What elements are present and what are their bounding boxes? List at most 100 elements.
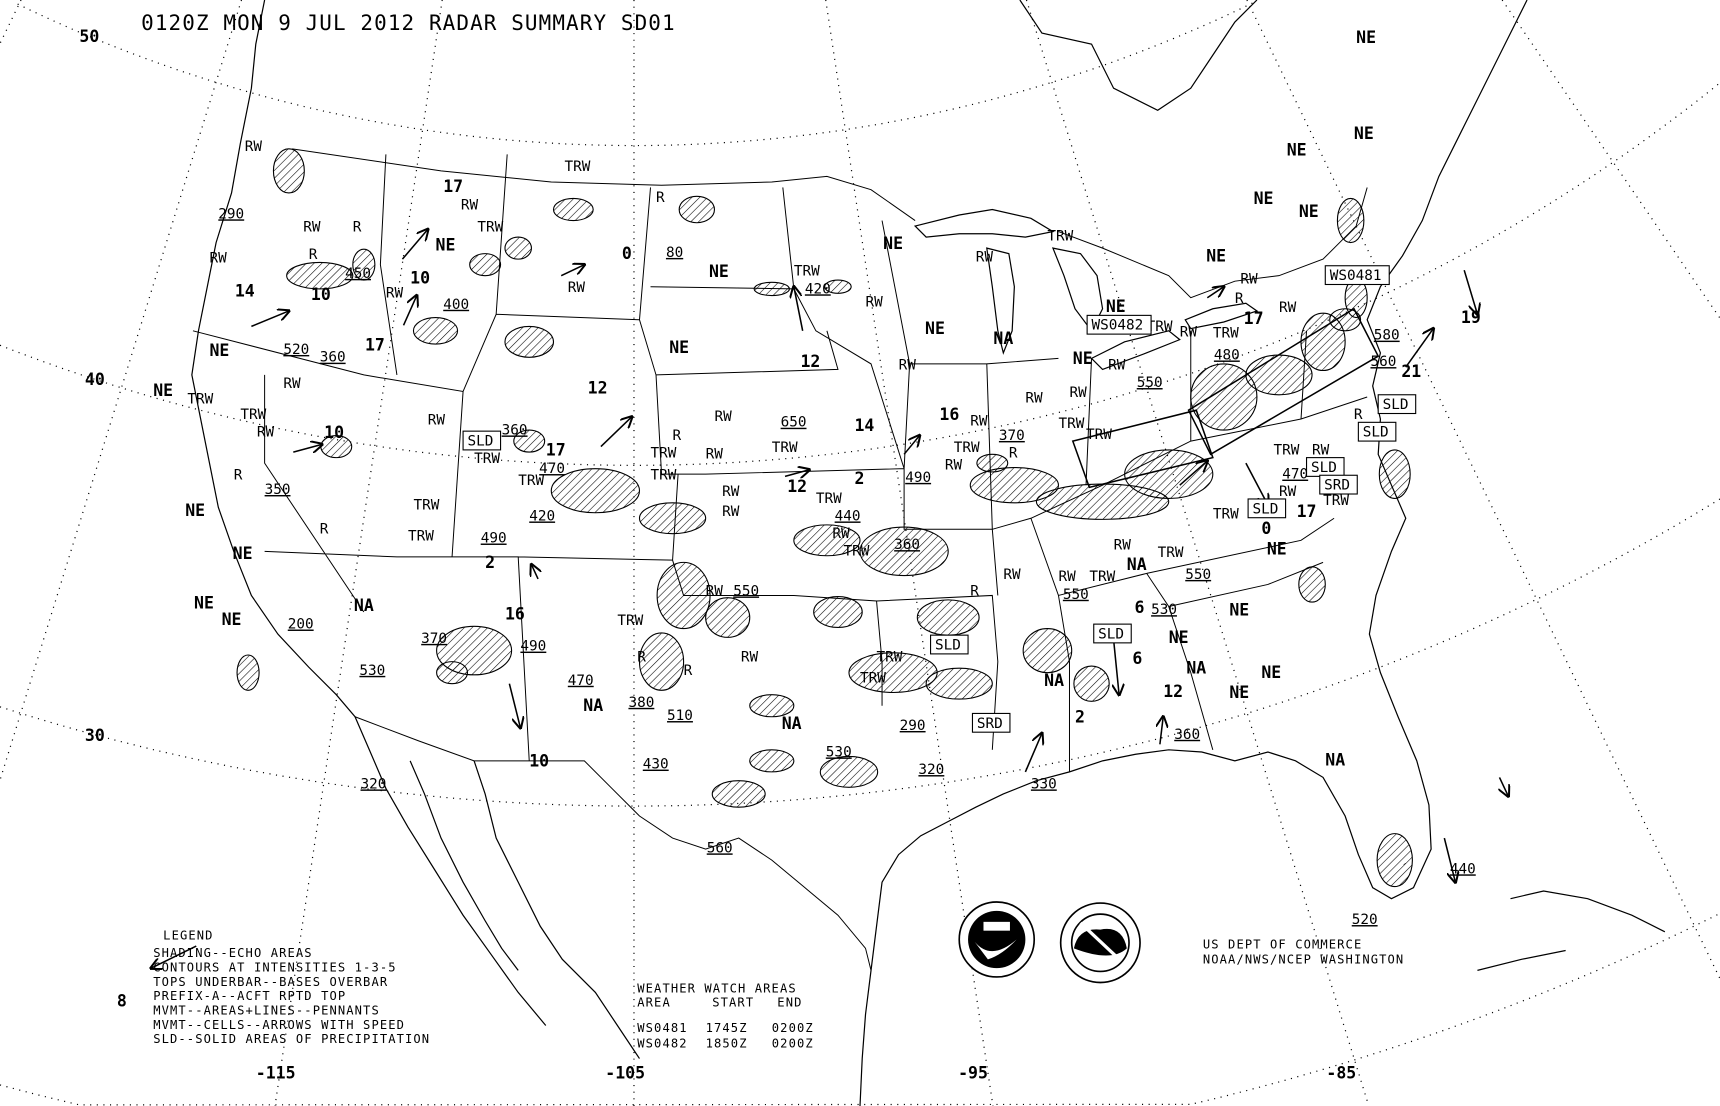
precip-label-group: TRW — [1089, 569, 1115, 585]
coverage-label: NA — [782, 714, 802, 733]
coverage-label: NE — [669, 338, 689, 357]
echo-area — [412, 317, 459, 345]
precip-label: TRW — [816, 491, 842, 507]
coverage-label-group: NE — [222, 610, 242, 629]
coverage-label-group: NE — [669, 338, 689, 357]
precip-label-group: TRW — [240, 407, 266, 423]
cell-speed-label-group: 2 — [854, 469, 864, 488]
echo-area — [1329, 308, 1362, 332]
echo-top-label-group: 560 — [707, 840, 733, 856]
cell-speed-label-group: 0 — [1261, 519, 1271, 538]
cell-speed-label: 0 — [1261, 519, 1271, 538]
echo-area — [1298, 566, 1326, 603]
precip-label: R — [1235, 291, 1244, 307]
solid-area-label: SLD — [1253, 501, 1279, 517]
solid-area-label-frame — [1247, 498, 1287, 519]
canada-border — [292, 148, 1368, 299]
echo-top-label-group: 430 — [643, 757, 669, 773]
precip-label: RW — [706, 447, 724, 463]
cell-speed-label-group: 10 — [529, 751, 549, 770]
echo-top-label: 480 — [1214, 347, 1240, 363]
echo-area — [504, 325, 555, 358]
watch-row-area: WS0482 — [637, 1037, 687, 1051]
precip-label-group: RW — [832, 526, 850, 542]
coverage-label-group: NE — [1261, 663, 1281, 682]
coverage-label: NA — [1127, 555, 1147, 574]
watch-box-label: WS0482 — [1092, 318, 1144, 334]
watch-box-label-group: WS0481 — [1324, 265, 1390, 286]
cell-speed-label: 2 — [485, 553, 495, 572]
echo-area — [859, 526, 949, 577]
precip-label: TRW — [1047, 228, 1073, 244]
solid-area-label: SLD — [1383, 397, 1409, 413]
coverage-label-group: NE — [1229, 600, 1249, 619]
coverage-label-group: NA — [993, 329, 1013, 348]
cell-speed-label-group: 17 — [443, 177, 463, 196]
cell-speed-label-group: 16 — [505, 605, 525, 624]
echo-top-label-group: 440 — [835, 508, 861, 524]
coverage-label-group: NE — [1073, 349, 1093, 368]
precip-label: TRW — [1158, 545, 1184, 561]
precip-label: RW — [1058, 569, 1076, 585]
movement-arrow — [903, 436, 919, 455]
precip-label: RW — [970, 414, 988, 430]
precip-label: RW — [1312, 442, 1330, 458]
precip-label: R — [353, 220, 362, 236]
precip-label-group: TRW — [794, 264, 820, 280]
watch-row-start: 1745Z — [706, 1021, 748, 1035]
cell-speed-label-group: 12 — [787, 477, 807, 496]
coverage-label: NE — [1229, 683, 1249, 702]
cell-speed-label: 19 — [1461, 308, 1481, 327]
map-labels: NE NE NE NE NE NE NE NE NE NE NE NE NE NE NE NE NE NE NE NE… — [153, 28, 1481, 928]
precip-label-group: RW — [1240, 271, 1258, 287]
echo-area — [753, 281, 790, 297]
precip-label: RW — [245, 139, 263, 155]
precip-label-group: RW — [1180, 324, 1198, 340]
precip-label: RW — [1114, 537, 1132, 553]
longitude-line — [0, 0, 243, 781]
echo-area — [638, 632, 685, 691]
precip-label: RW — [386, 286, 404, 302]
echo-area — [1124, 449, 1214, 499]
echo-top-label-group: 580 — [1374, 328, 1400, 344]
echo-top-label: 370 — [421, 631, 447, 647]
echo-area — [550, 468, 641, 514]
solid-area-label-group: SLD — [462, 430, 502, 451]
echo-top-label-group: 470 — [568, 673, 594, 689]
precip-label-group: R — [970, 583, 979, 599]
precip-label-group: R — [673, 428, 682, 444]
precip-label-group: TRW — [617, 613, 643, 629]
coverage-label-group: NE — [1229, 683, 1249, 702]
echo-top-label-group: 290 — [900, 718, 926, 734]
precip-label: RW — [1025, 390, 1043, 406]
echo-area — [1245, 354, 1313, 396]
precip-label-group: TRW — [477, 220, 503, 236]
echo-area — [793, 524, 861, 557]
precip-label-group: RW — [945, 458, 963, 474]
echo-top-label-group: 520 — [1352, 912, 1378, 928]
precip-label-group: RW — [283, 376, 301, 392]
watch-row-end: 0200Z — [772, 1037, 814, 1051]
echo-top-label-group: 470 — [539, 461, 565, 477]
echo-top-label: 370 — [999, 428, 1025, 444]
echo-top-label: 530 — [826, 744, 852, 760]
movement-arrow — [1160, 717, 1163, 745]
legend-line: MVMT--CELLS--ARROWS WITH SPEED — [153, 1018, 405, 1032]
echo-area — [976, 453, 1009, 473]
precip-label-group: TRW — [518, 473, 544, 489]
precip-label: R — [1354, 407, 1363, 423]
precip-label-group: RW — [976, 249, 994, 265]
precip-label: TRW — [617, 613, 643, 629]
coverage-label: NA — [1325, 750, 1345, 769]
precip-label-group: R — [309, 247, 318, 263]
precip-label-group: TRW — [1213, 506, 1239, 522]
echo-top-label-group: 420 — [529, 508, 555, 524]
echo-top-label: 510 — [667, 708, 693, 724]
echo-top-label: 550 — [1185, 567, 1211, 583]
precip-label-group: RW — [722, 484, 740, 500]
echo-top-label: 490 — [520, 639, 546, 655]
movement-arrow — [1179, 461, 1208, 486]
precip-label-group: R — [320, 522, 329, 538]
precip-label: R — [656, 190, 665, 206]
credit-line: US DEPT OF COMMERCE — [1203, 937, 1362, 951]
